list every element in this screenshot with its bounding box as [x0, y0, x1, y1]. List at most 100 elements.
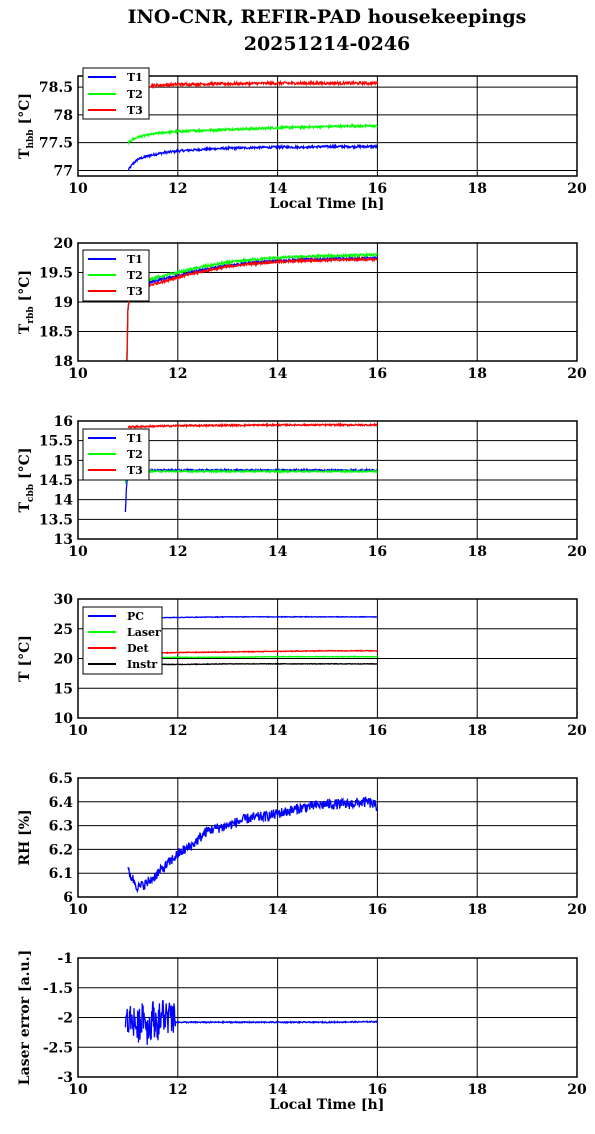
x-tick-label: 12: [168, 1082, 187, 1098]
x-tick-label: 14: [268, 723, 288, 739]
x-tick-label: 20: [567, 544, 587, 560]
x-tick-label: 12: [168, 366, 187, 382]
x-tick-label: 14: [268, 181, 288, 197]
chart-panel-2: 10 12 14 16 18 20 18 18.5 19 19.5 20 Trbb [°C] T1 T2 T3: [17, 236, 587, 382]
y-axis-label-sub: hbb: [26, 129, 36, 148]
x-tick-label: 12: [168, 544, 187, 560]
x-tick-label: 10: [68, 181, 88, 197]
x-axis-label: Local Time [h]: [270, 1097, 385, 1113]
x-tick-label: 10: [68, 1082, 88, 1098]
legend-label-t3: T3: [127, 285, 143, 298]
y-tick-label: 15.5: [39, 434, 73, 450]
x-axis-label: Local Time [h]: [270, 196, 385, 212]
x-tick-label: 16: [368, 181, 387, 197]
chart-panel-5: 10 12 14 16 18 20 6 6.1 6.2 6.3 6.4 6.5 RH [%]: [17, 771, 587, 918]
legend-label-t3: T3: [127, 464, 143, 477]
plot-frame: [77, 242, 578, 362]
y-tick-label: 78.5: [39, 80, 73, 96]
x-tick-label: 20: [567, 181, 587, 197]
y-tick-label: 6.2: [49, 842, 73, 858]
y-tick-label: 16: [54, 414, 73, 430]
y-axis-label-main: T: [17, 323, 33, 334]
legend-label-t2: T2: [127, 448, 143, 461]
plot-frame: [77, 75, 578, 177]
y-axis-label-main: T [°C]: [17, 635, 33, 682]
x-tick-label: 12: [168, 181, 187, 197]
legend-box: [82, 606, 163, 675]
series-line-t3: [126, 256, 378, 361]
y-tick-label: 14.5: [39, 473, 73, 489]
chart-panel-6: 10 12 14 16 18 20 -3 -2.5 -2 -1.5 -1 Local Time [h]…: [17, 950, 587, 1113]
x-tick-label: 20: [567, 366, 587, 382]
y-tick-label: 20: [54, 236, 74, 252]
x-tick-label: 14: [268, 902, 288, 918]
x-tick-label: 18: [467, 723, 486, 739]
legend-label-t1: T1: [127, 432, 143, 445]
x-tick-label: 18: [467, 902, 486, 918]
legend-label-t3: T3: [127, 104, 143, 117]
series-line-t1: [127, 143, 378, 172]
series-line-instr: [127, 662, 378, 666]
series-line-laser: [127, 655, 378, 660]
y-tick-label: 6.1: [49, 866, 73, 882]
x-tick-label: 10: [68, 366, 88, 382]
x-tick-label: 20: [567, 1082, 587, 1098]
legend-label-t2: T2: [127, 88, 143, 101]
y-tick-label: 18.5: [39, 325, 73, 341]
y-axis-label-main: T: [17, 501, 33, 512]
x-tick-label: 12: [168, 723, 187, 739]
y-tick-label: 15: [54, 681, 73, 697]
series-line-data: [124, 999, 378, 1045]
chart-panel-4: 10 12 14 16 18 20 10 15 20 25 30 T [°C] PC Laser Det In…: [17, 592, 587, 739]
y-tick-label: 77.5: [39, 136, 73, 152]
x-tick-label: 20: [567, 902, 587, 918]
y-tick-label: 18: [54, 354, 73, 370]
legend-label-det: Det: [127, 642, 150, 655]
y-axis-label-main: T: [17, 148, 33, 159]
legend-label-t1: T1: [127, 71, 143, 84]
y-tick-label: 30: [54, 592, 74, 608]
legend-label-t2: T2: [127, 269, 143, 282]
y-axis-label-main: Laser error [a.u.]: [17, 950, 33, 1085]
y-tick-label: 13: [54, 532, 73, 548]
x-tick-label: 20: [567, 723, 587, 739]
y-tick-label: 25: [54, 622, 73, 638]
x-tick-label: 14: [268, 1082, 288, 1098]
y-axis-label: T [°C]: [17, 635, 33, 682]
y-axis-label-main: RH [%]: [17, 809, 33, 865]
y-axis-label-unit: [°C]: [17, 270, 33, 301]
y-tick-label: 13.5: [39, 512, 73, 528]
series-line-t3: [127, 421, 378, 429]
x-tick-label: 18: [467, 1082, 486, 1098]
series-line-pc: [127, 615, 378, 620]
y-tick-label: 15: [54, 453, 73, 469]
x-tick-label: 16: [368, 366, 387, 382]
x-tick-label: 16: [368, 723, 387, 739]
x-tick-label: 16: [368, 1082, 387, 1098]
x-tick-label: 18: [467, 366, 486, 382]
legend-label-pc: PC: [127, 610, 144, 623]
y-tick-label: -1.5: [43, 981, 73, 997]
y-axis-label-unit: [°C]: [17, 448, 33, 479]
y-tick-label: 14: [54, 493, 74, 509]
chart-panel-1: 10 12 14 16 18 20 77 77.5 78 78.5 Local Time [h] Th…: [17, 67, 587, 212]
plot-frame: [77, 420, 578, 540]
x-tick-label: 10: [68, 723, 88, 739]
legend-label-laser: Laser: [127, 626, 161, 639]
series-line-t2: [127, 122, 378, 146]
y-tick-label: 19: [54, 295, 73, 311]
figure-title-line1: INO-CNR, REFIR-PAD housekeepings: [128, 6, 527, 28]
figure-title-line2: 20251214-0246: [244, 33, 411, 55]
y-tick-label: 6.3: [49, 819, 73, 835]
y-tick-label: 20: [54, 652, 74, 668]
legend-label-t1: T1: [127, 253, 143, 266]
x-tick-label: 18: [467, 181, 486, 197]
y-tick-label: -2: [57, 1011, 73, 1027]
series-line-data: [127, 796, 379, 894]
y-tick-label: 78: [54, 108, 73, 124]
legend-label-instr: Instr: [127, 658, 157, 671]
y-tick-label: 6.4: [49, 795, 74, 811]
y-axis-label-sub: rbb: [26, 306, 36, 323]
x-tick-label: 18: [467, 544, 486, 560]
